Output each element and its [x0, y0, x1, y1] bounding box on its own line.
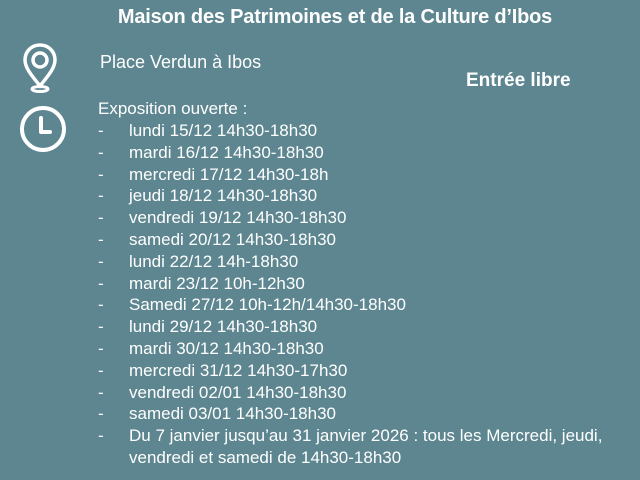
- schedule-list: - lundi 15/12 14h30-18h30 - mardi 16/12 14h…: [98, 120, 640, 469]
- schedule-text: lundi 29/12 14h30-18h30: [129, 317, 318, 337]
- schedule-text: lundi 22/12 14h-18h30: [129, 251, 299, 271]
- schedule-item: - vendredi 19/12 14h30-18h30: [98, 207, 640, 229]
- schedule-text: mardi 16/12 14h30-18h30: [129, 142, 324, 162]
- bullet-dash: -: [98, 273, 104, 293]
- schedule-text: Du 7 janvier jusqu’au 31 janvier 2026 : …: [129, 426, 603, 467]
- schedule-item: - samedi 20/12 14h30-18h30: [98, 229, 640, 251]
- page-title: Maison des Patrimoines et de la Culture …: [117, 6, 553, 28]
- schedule-item: - lundi 15/12 14h30-18h30: [98, 120, 640, 142]
- schedule-item: - Du 7 janvier jusqu’au 31 janvier 2026 :…: [98, 425, 640, 469]
- schedule-item: - lundi 29/12 14h30-18h30: [98, 316, 640, 338]
- admission-text: Entrée libre: [466, 70, 571, 91]
- bullet-dash: -: [98, 360, 104, 380]
- schedule-item: - mardi 16/12 14h30-18h30: [98, 142, 640, 164]
- bullet-dash: -: [98, 208, 104, 228]
- schedule-item: - mercredi 17/12 14h30-18h: [98, 164, 640, 186]
- bullet-dash: -: [98, 404, 104, 424]
- schedule-item: - mardi 23/12 10h-12h30: [98, 273, 640, 295]
- schedule-item: - Samedi 27/12 10h-12h/14h30-18h30: [98, 294, 640, 316]
- schedule-text: mercredi 17/12 14h30-18h: [129, 164, 329, 184]
- schedule-text: mardi 23/12 10h-12h30: [129, 273, 305, 293]
- bullet-dash: -: [98, 186, 104, 206]
- map-pin-icon: [23, 43, 57, 93]
- bullet-dash: -: [98, 295, 104, 315]
- schedule-item: - vendredi 02/01 14h30-18h30: [98, 382, 640, 404]
- schedule-item: - mercredi 31/12 14h30-17h30: [98, 360, 640, 382]
- schedule-text: lundi 15/12 14h30-18h30: [129, 121, 318, 140]
- schedule-text: samedi 03/01 14h30-18h30: [129, 404, 336, 424]
- schedule-text: vendredi 02/01 14h30-18h30: [129, 382, 347, 402]
- schedule-item: - jeudi 18/12 14h30-18h30: [98, 185, 640, 207]
- schedule-item: - samedi 03/01 14h30-18h30: [98, 403, 640, 425]
- bullet-dash: -: [98, 338, 104, 358]
- bullet-dash: -: [98, 121, 104, 140]
- bullet-dash: -: [98, 426, 104, 446]
- bullet-dash: -: [98, 251, 104, 271]
- bullet-dash: -: [98, 317, 104, 337]
- schedule-text: mercredi 31/12 14h30-17h30: [129, 360, 348, 380]
- schedule-text: Samedi 27/12 10h-12h/14h30-18h30: [129, 295, 406, 315]
- schedule-text: mardi 30/12 14h30-18h30: [129, 338, 324, 358]
- bullet-dash: -: [98, 164, 104, 184]
- schedule-item: - lundi 22/12 14h-18h30: [98, 251, 640, 273]
- schedule-text: jeudi 18/12 14h30-18h30: [129, 186, 318, 206]
- bullet-dash: -: [98, 229, 104, 249]
- bullet-dash: -: [98, 382, 104, 402]
- clock-icon: [20, 106, 66, 152]
- schedule-item: - mardi 30/12 14h30-18h30: [98, 338, 640, 360]
- bullet-dash: -: [98, 142, 104, 162]
- exhibition-label: Exposition ouverte :: [98, 99, 248, 118]
- schedule-text: samedi 20/12 14h30-18h30: [129, 229, 336, 249]
- location-text: Place Verdun à Ibos: [100, 52, 262, 72]
- schedule-text: vendredi 19/12 14h30-18h30: [129, 208, 347, 228]
